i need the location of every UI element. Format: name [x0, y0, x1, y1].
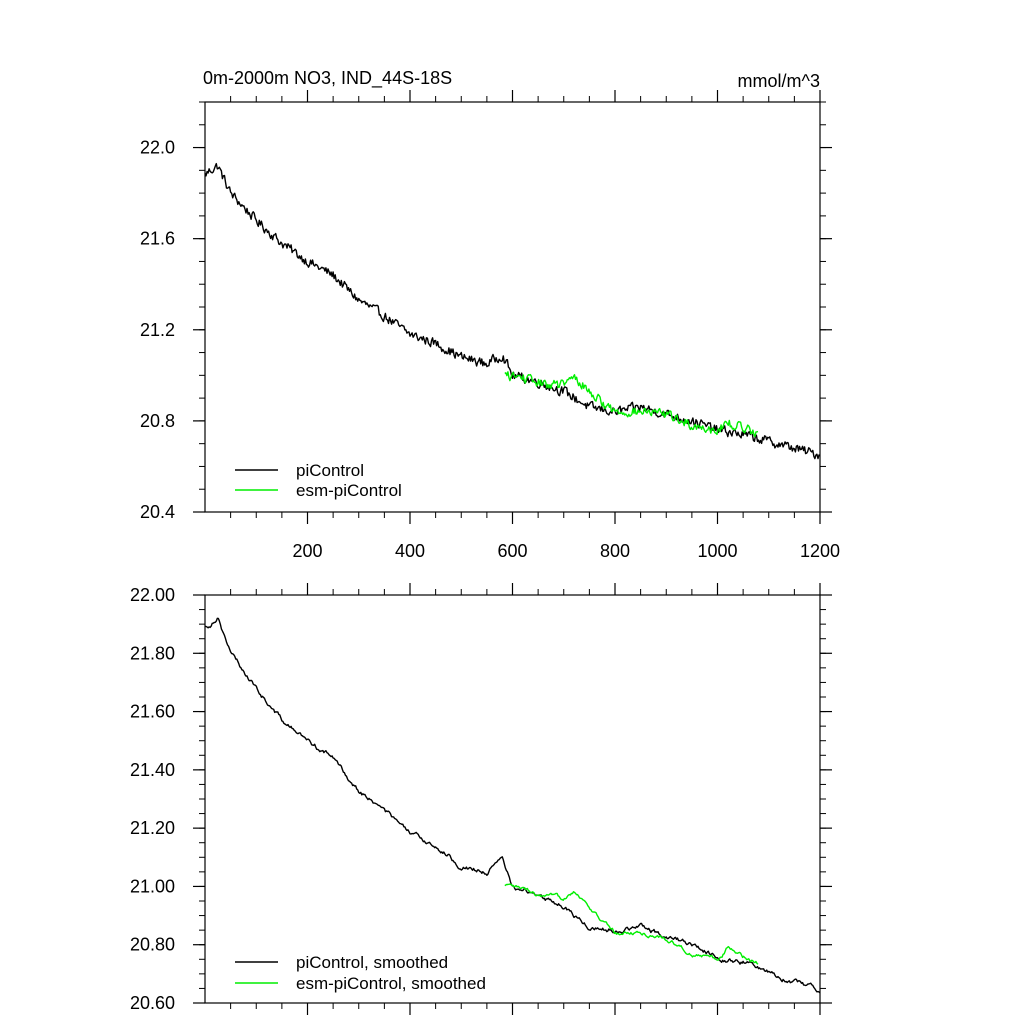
top-panel-title: 0m-2000m NO3, IND_44S-18S — [203, 68, 452, 89]
y-tick-label: 21.60 — [130, 702, 175, 722]
bottom-panel-ticks: 20.60 20.80 21.00 21.20 21.40 21.60 21.80 22.00 — [130, 583, 832, 1015]
x-tick-label: 800 — [600, 541, 630, 561]
series-line-picontrol — [204, 162, 821, 460]
y-tick-label: 21.00 — [130, 876, 175, 896]
legend-label-esm-picontrol-smoothed: esm-piControl, smoothed — [296, 974, 486, 993]
series-line-esm-picontrol-smoothed — [504, 883, 759, 965]
y-tick-label: 21.6 — [140, 229, 175, 249]
top-panel-legend: piControl esm-piControl — [235, 461, 402, 500]
y-tick-label: 20.8 — [140, 411, 175, 431]
bottom-panel: 20.60 20.80 21.00 21.20 21.40 21.60 21.80 22.00… — [130, 583, 832, 1015]
bottom-panel-frame — [204, 594, 821, 1004]
y-tick-label: 20.80 — [130, 935, 175, 955]
y-tick-label: 22.0 — [140, 138, 175, 158]
series-line-esm-picontrol — [504, 371, 759, 438]
x-tick-label: 200 — [292, 541, 322, 561]
y-tick-label: 20.4 — [140, 502, 175, 522]
x-tick-label: 1000 — [697, 541, 737, 561]
y-tick-label: 20.60 — [130, 993, 175, 1013]
top-panel-series — [204, 162, 821, 460]
legend-label-picontrol-smoothed: piControl, smoothed — [296, 953, 448, 972]
legend-label-esm-picontrol: esm-piControl — [296, 481, 402, 500]
bottom-panel-legend: piControl, smoothed esm-piControl, smoot… — [235, 953, 486, 993]
x-tick-label: 1200 — [800, 541, 840, 561]
top-panel-frame — [204, 101, 821, 513]
x-tick-label: 600 — [497, 541, 527, 561]
x-tick-label: 400 — [395, 541, 425, 561]
top-panel: 0m-2000m NO3, IND_44S-18S mmol/m^3 20.42… — [140, 68, 840, 561]
series-line-picontrol-smoothed — [204, 617, 821, 994]
y-tick-label: 21.2 — [140, 320, 175, 340]
legend-label-picontrol: piControl — [296, 461, 364, 480]
y-tick-label: 21.20 — [130, 818, 175, 838]
y-tick-label: 22.00 — [130, 585, 175, 605]
top-panel-units: mmol/m^3 — [738, 71, 820, 91]
top-panel-ticks: 20.4 20.8 21.2 21.6 22.0 200 400 600 800 1000 1200 — [140, 90, 840, 561]
bottom-panel-series — [204, 617, 821, 994]
y-tick-label: 21.80 — [130, 643, 175, 663]
y-tick-label: 21.40 — [130, 760, 175, 780]
